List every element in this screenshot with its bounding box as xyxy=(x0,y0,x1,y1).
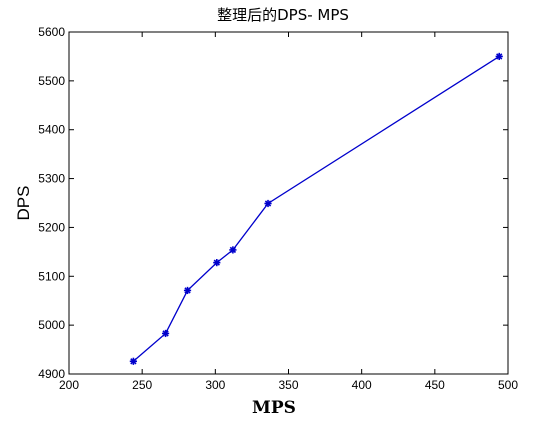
x-tick-label: 200 xyxy=(59,378,79,392)
y-tick-label: 5500 xyxy=(38,74,65,88)
data-point xyxy=(129,357,137,365)
series-layer xyxy=(129,52,503,365)
data-point xyxy=(183,286,192,295)
x-tick-label: 300 xyxy=(205,378,225,392)
data-point-stroke-d2 xyxy=(264,200,272,207)
plot-area xyxy=(68,31,509,375)
data-point-stroke-d2 xyxy=(496,53,503,60)
y-tick-label: 5400 xyxy=(38,123,65,137)
data-point-stroke-d2 xyxy=(162,330,169,337)
data-point xyxy=(495,52,503,61)
x-tick-label: 400 xyxy=(352,378,372,392)
y-axis-label: DPS xyxy=(14,186,33,221)
y-tick-label: 4900 xyxy=(38,367,65,381)
y-tick-label: 5200 xyxy=(38,220,65,234)
data-point xyxy=(264,199,272,208)
x-tick-label: 350 xyxy=(278,378,298,392)
y-tick-label: 5300 xyxy=(38,172,65,186)
y-tick-label: 5100 xyxy=(38,269,65,283)
data-point xyxy=(161,329,170,338)
data-point xyxy=(229,246,237,254)
data-point-stroke-d2 xyxy=(213,259,220,266)
y-tick-label: 5600 xyxy=(38,25,65,39)
chart-title: 整理后的DPS- MPS xyxy=(217,6,349,24)
x-tick-label: 250 xyxy=(132,378,152,392)
y-tick-label: 5000 xyxy=(38,318,65,332)
data-point-stroke-d2 xyxy=(130,358,137,365)
x-tick-label: 450 xyxy=(425,378,445,392)
x-tick-label: 500 xyxy=(498,378,518,392)
data-point-stroke-d2 xyxy=(184,287,191,294)
data-point-stroke-d2 xyxy=(229,246,237,254)
data-point xyxy=(213,259,221,267)
axis-ticks: 200 250 300 350 400 450 500 4900 5000 5100 5200 530… xyxy=(38,25,518,392)
x-axis-label: MPS xyxy=(252,398,296,418)
